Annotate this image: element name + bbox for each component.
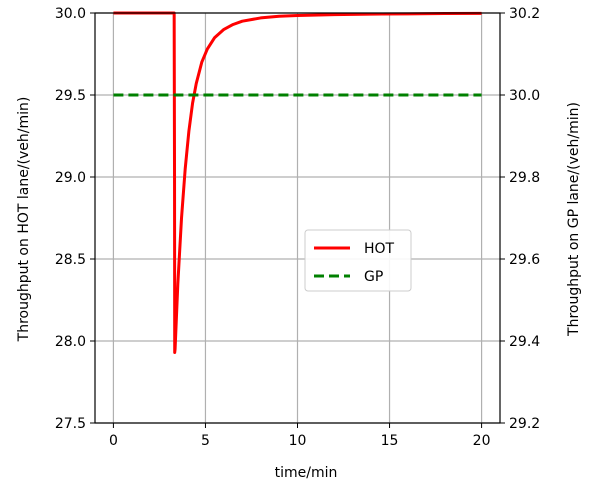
right-y-axis-label: Throughput on GP lane/(veh/min) — [566, 102, 582, 337]
series-line-hot — [113, 11, 482, 354]
x-tick-label: 15 — [381, 433, 399, 449]
right-y-tick-label: 29.8 — [509, 170, 540, 186]
right-y-tick-label: 29.4 — [509, 334, 540, 350]
legend: HOT GP — [304, 229, 412, 292]
x-tick-label: 10 — [289, 433, 307, 449]
legend-label-hot: HOT — [364, 241, 395, 257]
right-y-tick-label: 29.2 — [509, 416, 540, 432]
left-y-tick-label: 27.5 — [55, 416, 86, 432]
left-y-tick-label: 30.0 — [55, 6, 86, 22]
right-y-tick-label: 30.2 — [509, 6, 540, 22]
right-y-tick-label: 30.0 — [509, 88, 540, 104]
x-tick-label: 0 — [109, 433, 118, 449]
right-y-tick-label: 29.6 — [509, 252, 540, 268]
x-axis-label: time/min — [275, 465, 338, 481]
series-layer — [113, 11, 482, 354]
x-axis-ticks: 0 5 10 15 20 — [109, 423, 491, 449]
x-tick-label: 5 — [201, 433, 210, 449]
left-y-axis-ticks: 27.5 28.0 28.5 29.0 29.5 30.0 — [55, 6, 95, 432]
grid — [95, 12, 500, 424]
left-y-tick-label: 28.5 — [55, 252, 86, 268]
x-tick-label: 20 — [473, 433, 491, 449]
legend-box — [304, 229, 412, 292]
left-y-tick-label: 29.0 — [55, 170, 86, 186]
legend-label-gp: GP — [364, 269, 383, 285]
left-y-tick-label: 28.0 — [55, 334, 86, 350]
left-y-tick-label: 29.5 — [55, 88, 86, 104]
left-y-axis-label: Throughput on HOT lane/(veh/min) — [16, 97, 32, 343]
right-y-axis-ticks: 29.2 29.4 29.6 29.8 30.0 30.2 — [500, 6, 540, 432]
